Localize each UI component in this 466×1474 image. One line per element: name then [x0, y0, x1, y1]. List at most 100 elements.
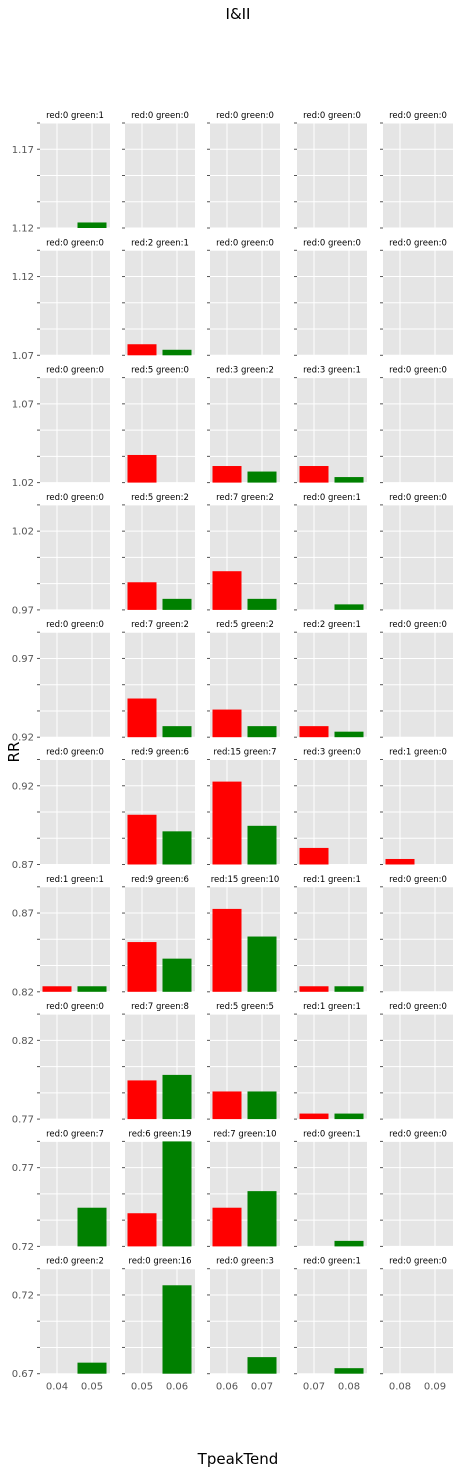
- panel-r9-c5: red:0 green:0: [380, 1129, 453, 1247]
- panel-r3-c4: red:3 green:1: [294, 366, 367, 484]
- x-axis-label: TpeakTend: [197, 1450, 279, 1468]
- bar-green: [334, 1113, 364, 1120]
- bar-red: [299, 726, 329, 738]
- bar-red: [385, 858, 415, 865]
- panel-title: red:9 green:6: [131, 875, 189, 885]
- x-tick-label: 0.09: [424, 1382, 446, 1393]
- bar-green: [162, 726, 192, 738]
- panel-title: red:0 green:0: [389, 620, 447, 630]
- bar-green: [247, 1091, 277, 1120]
- panel-title: red:0 green:0: [46, 238, 104, 248]
- x-tick-label: 0.05: [81, 1382, 103, 1393]
- panel-title: red:1 green:0: [389, 748, 447, 758]
- bar-green: [247, 471, 277, 483]
- panel-title: red:6 green:19: [128, 1129, 191, 1139]
- bar-green: [162, 1285, 192, 1374]
- panel-r8-c5: red:0 green:0: [380, 1002, 453, 1120]
- panel-title: red:0 green:0: [389, 1129, 447, 1139]
- panel-title: red:0 green:0: [46, 493, 104, 503]
- panel-title: red:7 green:8: [131, 1002, 189, 1012]
- bar-red: [127, 942, 157, 992]
- bar-red: [299, 986, 329, 992]
- bar-red: [127, 344, 157, 356]
- y-tick-label: 0.82: [12, 987, 34, 998]
- panel-r10-c3: red:0 green:3 0.06 0.07: [207, 1257, 280, 1393]
- panel-r7-c5: red:0 green:0: [380, 875, 453, 993]
- panel-r8-c1: red:0 green:0 0.82 0.77: [12, 1002, 110, 1126]
- y-tick-label: 0.77: [12, 1163, 34, 1174]
- bar-red: [299, 466, 329, 483]
- panel-r2-c2: red:2 green:1: [122, 238, 195, 356]
- panel-title: red:9 green:6: [131, 748, 189, 758]
- panel-title: red:5 green:2: [131, 493, 189, 503]
- bar-red: [127, 582, 157, 610]
- bar-red: [127, 1080, 157, 1120]
- panel-title: red:0 green:16: [128, 1257, 191, 1267]
- y-tick-label: 1.02: [12, 478, 34, 489]
- y-tick-label: 1.17: [12, 145, 34, 156]
- panel-title: red:0 green:0: [389, 366, 447, 376]
- panel-r7-c1: red:1 green:1 0.87 0.82: [12, 875, 110, 998]
- panel-title: red:0 green:0: [389, 1257, 447, 1267]
- y-tick-label: 0.92: [12, 733, 34, 744]
- panel-r6-c3: red:15 green:7: [207, 748, 280, 865]
- panel-r3-c1: red:0 green:0 1.07 1.02: [12, 366, 110, 489]
- panel-r8-c4: red:1 green:1: [294, 1002, 367, 1120]
- panel-r5-c3: red:5 green:2: [207, 620, 280, 738]
- panel-r2-c5: red:0 green:0: [380, 238, 453, 356]
- panel-r5-c4: red:2 green:1: [294, 620, 367, 738]
- bar-red: [127, 454, 157, 483]
- panel-r2-c1: red:0 green:0 1.12 1.07: [12, 238, 110, 362]
- panel-title: red:3 green:2: [216, 366, 274, 376]
- bar-green: [77, 222, 107, 228]
- bar-green: [77, 986, 107, 992]
- panel-title: red:0 green:0: [46, 748, 104, 758]
- y-tick-label: 1.07: [12, 399, 34, 410]
- bar-green: [77, 1207, 107, 1247]
- panel-title: red:1 green:1: [303, 1002, 361, 1012]
- panel-title: red:0 green:0: [303, 111, 361, 121]
- x-tick-label: 0.06: [216, 1382, 238, 1393]
- bar-green: [247, 936, 277, 992]
- figure-title: I&II: [226, 5, 251, 23]
- panel-r4-c3: red:7 green:2: [207, 493, 280, 611]
- panel-title: red:1 green:1: [303, 875, 361, 885]
- y-tick-label: 1.07: [12, 351, 34, 362]
- panel-r4-c4: red:0 green:1: [294, 493, 367, 611]
- y-tick-label: 0.97: [12, 654, 34, 665]
- y-tick-label: 1.02: [12, 527, 34, 538]
- panel-title: red:0 green:0: [389, 875, 447, 885]
- panel-title: red:5 green:5: [216, 1002, 274, 1012]
- bar-green: [162, 958, 192, 992]
- panel-r6-c2: red:9 green:6: [122, 748, 195, 865]
- panel-r7-c3: red:15 green:10: [207, 875, 280, 993]
- panel-title: red:0 green:0: [46, 1002, 104, 1012]
- panel-r6-c1: red:0 green:0 0.92 0.87: [12, 748, 110, 871]
- panel-r1-c4: red:0 green:0: [294, 111, 367, 229]
- x-tick-label: 0.07: [303, 1382, 325, 1393]
- panel-title: red:0 green:1: [46, 111, 104, 121]
- panel-title: red:0 green:3: [216, 1257, 274, 1267]
- bar-red: [127, 814, 157, 865]
- bar-red: [299, 847, 329, 865]
- x-tick-label: 0.08: [338, 1382, 360, 1393]
- panel-title: red:7 green:10: [213, 1129, 276, 1139]
- bar-green: [162, 1141, 192, 1247]
- panel-title: red:0 green:0: [131, 111, 189, 121]
- bar-red: [127, 698, 157, 738]
- panel-r8-c2: red:7 green:8: [122, 1002, 195, 1120]
- bar-green: [334, 731, 364, 738]
- panel-r2-c3: red:0 green:0: [207, 238, 280, 356]
- y-tick-label: 1.12: [12, 272, 34, 283]
- panel-r9-c4: red:0 green:1: [294, 1129, 367, 1247]
- panel-r10-c2: red:0 green:16 0.05 0.06: [122, 1257, 195, 1393]
- panel-r7-c2: red:9 green:6: [122, 875, 195, 993]
- panel-r4-c1: red:0 green:0 1.02 0.97: [12, 493, 110, 616]
- x-tick-label: 0.08: [389, 1382, 411, 1393]
- bar-green: [247, 1357, 277, 1374]
- panel-title: red:0 green:7: [46, 1129, 104, 1139]
- y-axis-label: RR: [5, 742, 23, 763]
- panel-r9-c1: red:0 green:7 0.77 0.72: [12, 1129, 110, 1253]
